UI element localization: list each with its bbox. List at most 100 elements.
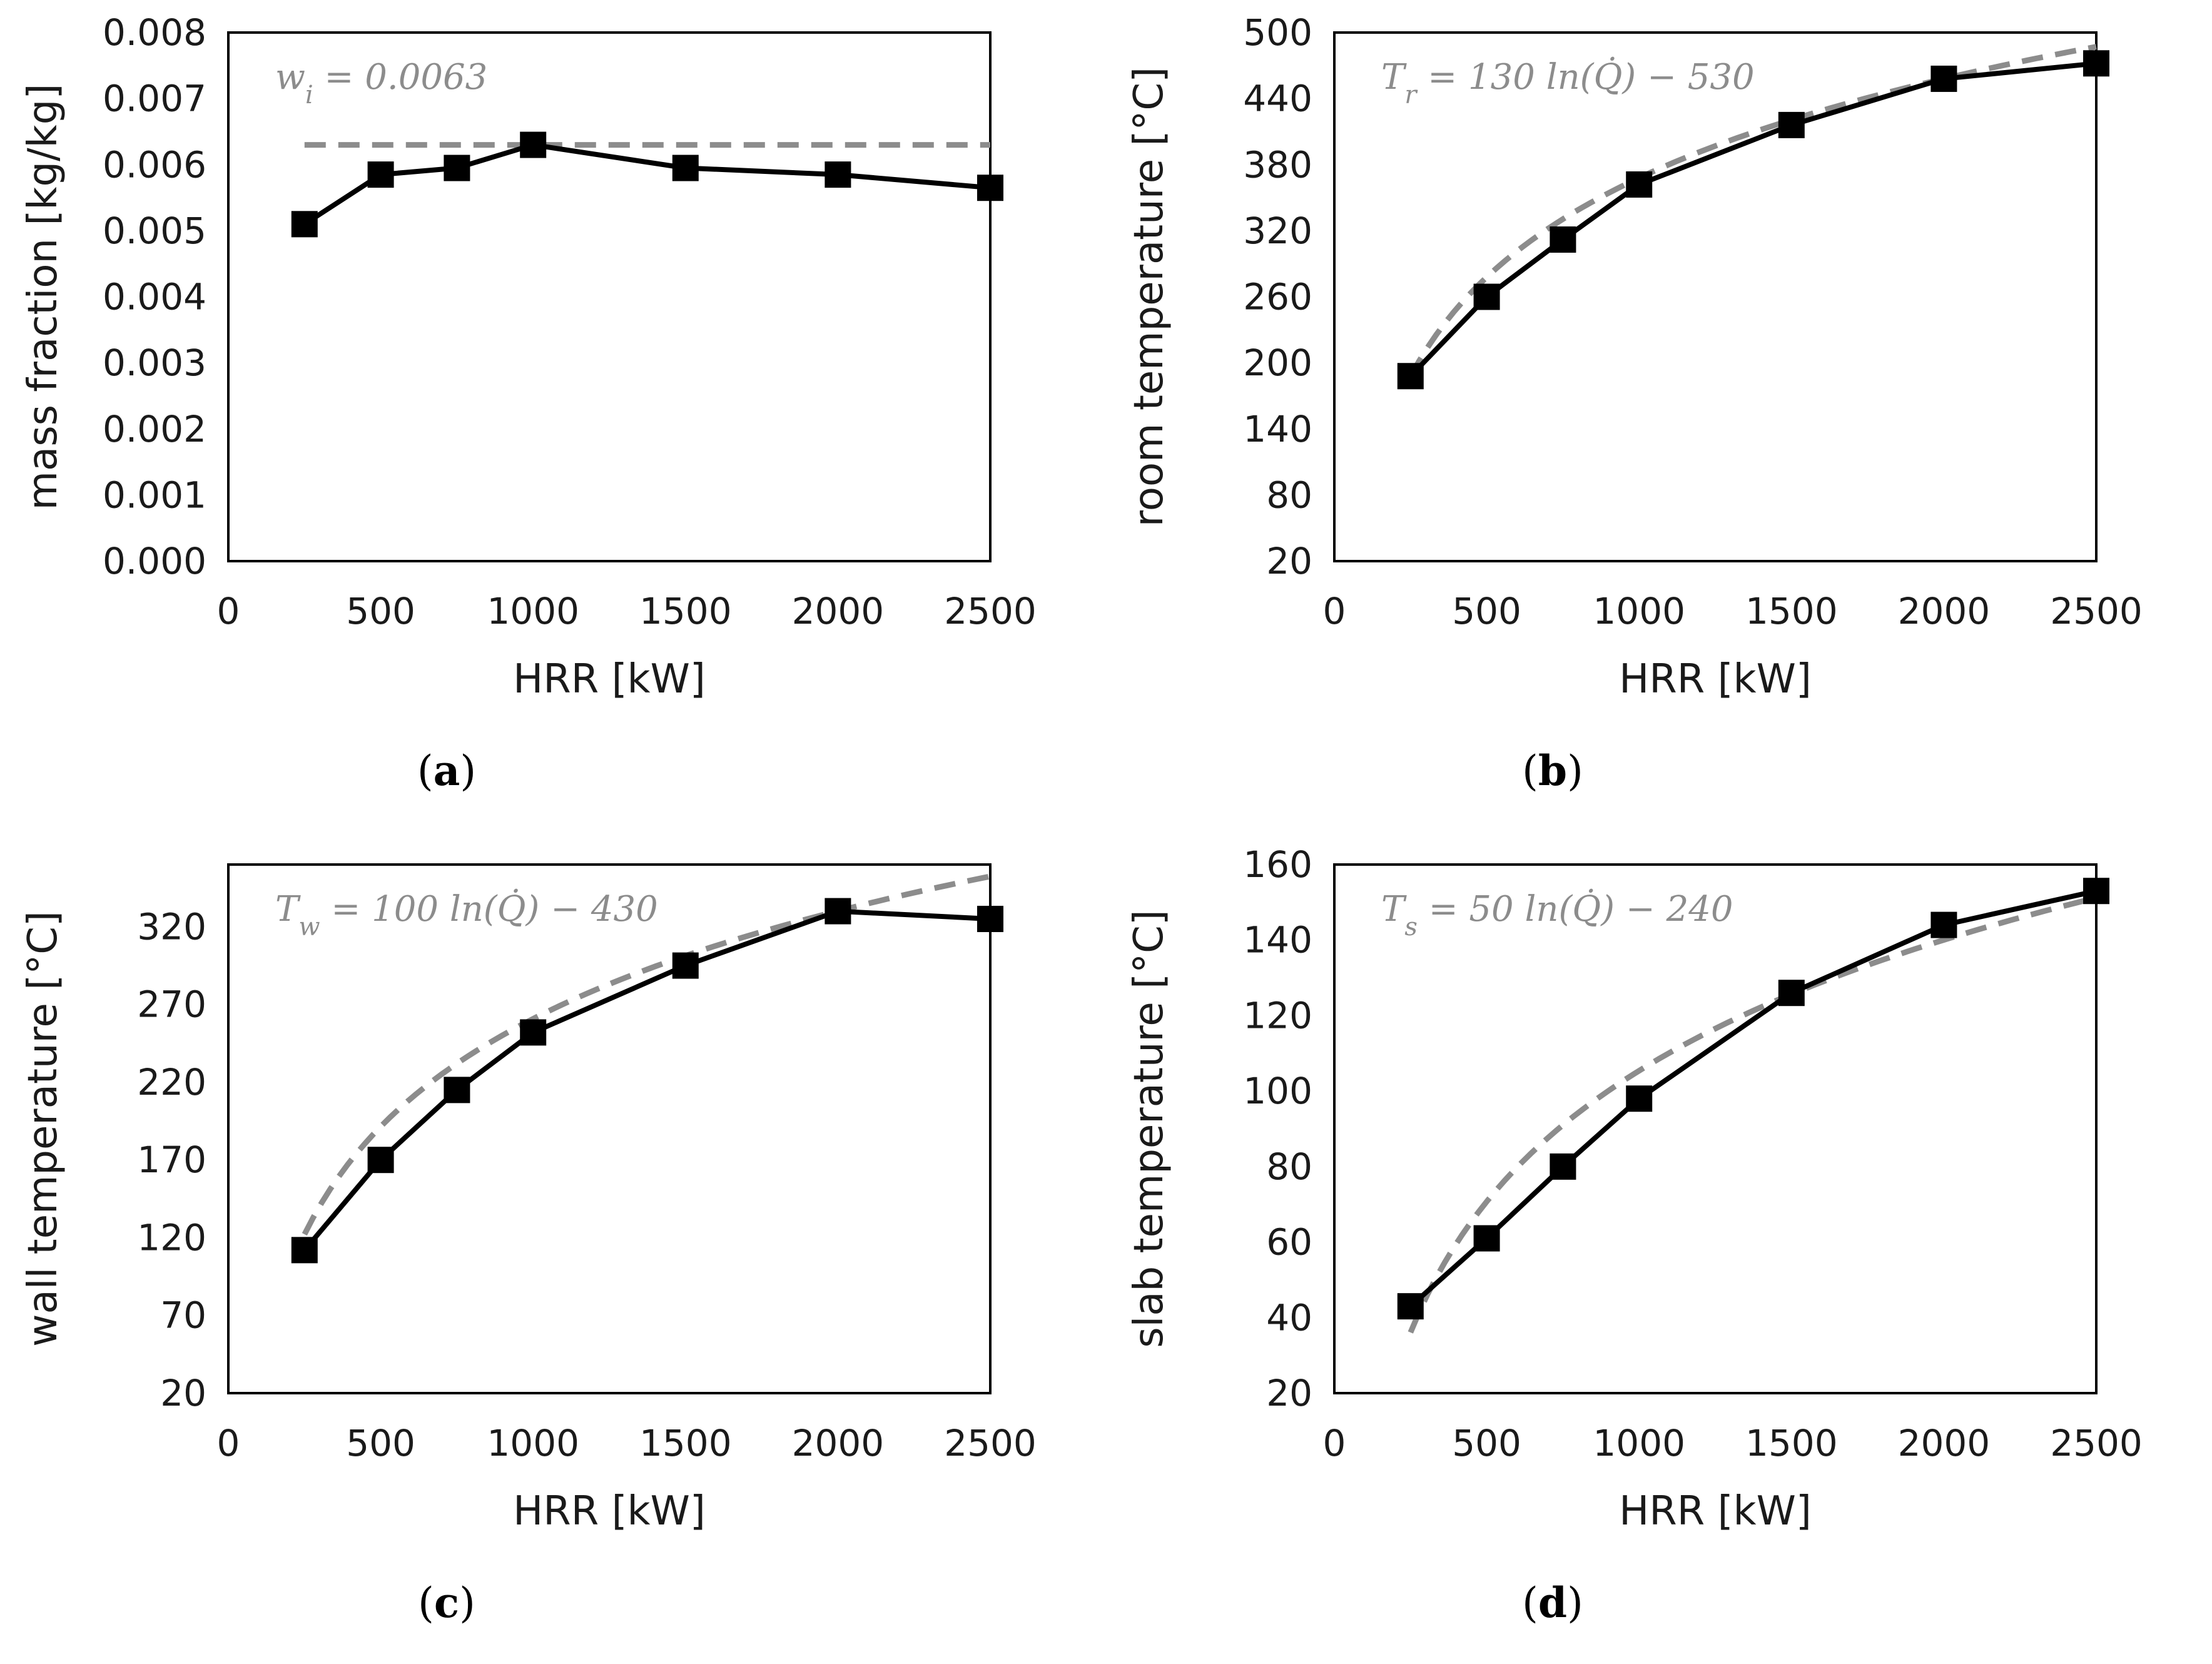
chart-svg-a: 0 500 1000 1500 2000 2500 0.000 0.001 0.002 0.003… [20, 11, 1037, 795]
y-tick-label: 140 [1243, 408, 1312, 450]
data-point-marker [291, 211, 318, 238]
data-point-marker [824, 898, 851, 925]
data-point-marker [672, 155, 699, 181]
panel-label: (b) [1522, 746, 1583, 795]
y-tick-label: 20 [160, 1372, 206, 1414]
data-point-marker [977, 905, 1003, 932]
y-tick-label: 80 [1266, 474, 1312, 516]
chart-svg-b: 0 500 1000 1500 2000 2500 20 80 140 200 260 320 380 4… [1126, 11, 2143, 795]
x-tick-label: 500 [1452, 590, 1521, 632]
fit-line [1408, 895, 2098, 1334]
x-tick-label: 2000 [1898, 1422, 1991, 1464]
plot-frame [227, 31, 992, 562]
plot-frame [1333, 863, 2098, 1394]
y-tick-label: 320 [1243, 210, 1312, 252]
data-point-marker [1550, 1153, 1576, 1180]
x-tick-label: 2500 [944, 1422, 1037, 1464]
x-tick-label: 1000 [1593, 590, 1685, 632]
y-axis-label: slab temperature [°C] [1126, 910, 1172, 1348]
data-line [1409, 888, 2097, 1309]
panel-label: (a) [417, 746, 476, 795]
y-tick-label: 100 [1243, 1070, 1312, 1112]
chart-svg-d: 0 500 1000 1500 2000 2500 20 40 60 80 100 120 140 160… [1126, 843, 2143, 1627]
y-tick-label: 0.000 [103, 540, 206, 582]
x-axis-label: HRR [kW] [1619, 656, 1812, 703]
fit-equation-label: wi = 0.0063 [275, 57, 487, 109]
x-tick-label: 1000 [1593, 1422, 1685, 1464]
y-tick-label: 220 [137, 1061, 206, 1103]
x-tick-label: 0 [1323, 590, 1346, 632]
y-tick-label: 0.004 [103, 276, 206, 318]
data-point-marker [824, 161, 851, 188]
data-point-marker [1550, 226, 1576, 253]
x-tick-label: 1500 [1745, 590, 1838, 632]
x-tick-label: 2000 [792, 1422, 885, 1464]
data-point-marker [1778, 111, 1805, 138]
panel-label: (d) [1522, 1578, 1583, 1627]
data-point-marker [1626, 171, 1653, 198]
x-tick-label: 500 [346, 590, 415, 632]
fit-equation-label: Tw = 100 ln(Q̇) − 430 [275, 888, 658, 941]
y-tick-label: 260 [1243, 276, 1312, 318]
data-point-marker [1778, 980, 1805, 1007]
y-tick-label: 60 [1266, 1221, 1312, 1264]
chart-panel-c: 0 500 1000 1500 2000 2500 20 70 120 170 220 270 320 H… [0, 832, 1106, 1664]
data-point-marker [291, 1237, 318, 1264]
y-axis-label: room temperature [°C] [1126, 67, 1172, 527]
y-tick-label: 320 [137, 905, 206, 948]
x-tick-label: 500 [1452, 1422, 1521, 1464]
y-tick-label: 160 [1243, 843, 1312, 886]
x-tick-label: 1500 [639, 590, 732, 632]
y-tick-label: 20 [1266, 1372, 1312, 1414]
y-tick-label: 140 [1243, 919, 1312, 961]
data-point-marker [520, 131, 547, 158]
x-tick-label: 1000 [487, 590, 579, 632]
data-point-marker [1397, 363, 1424, 390]
data-point-marker [444, 155, 470, 181]
y-tick-label: 0.006 [103, 143, 206, 186]
chart-panel-a: 0 500 1000 1500 2000 2500 0.000 0.001 0.002 0.003… [0, 0, 1106, 832]
data-point-marker [1626, 1085, 1653, 1112]
data-point-marker [672, 952, 699, 979]
plot-frame [227, 863, 992, 1394]
data-point-marker [520, 1019, 547, 1046]
y-tick-label: 0.005 [103, 210, 206, 252]
data-line [302, 908, 991, 1252]
fit-line [302, 873, 991, 1236]
data-point-marker [1473, 1225, 1500, 1252]
y-tick-label: 0.002 [103, 408, 206, 450]
panel-label: (c) [418, 1578, 475, 1627]
data-point-marker [367, 161, 394, 188]
x-tick-label: 1000 [487, 1422, 579, 1464]
chart-panel-b: 0 500 1000 1500 2000 2500 20 80 140 200 260 320 380 4… [1106, 0, 2212, 832]
y-tick-label: 270 [137, 983, 206, 1026]
data-point-marker [1397, 1293, 1424, 1320]
x-axis-label: HRR [kW] [513, 1488, 706, 1535]
y-tick-label: 80 [1266, 1145, 1312, 1188]
y-tick-label: 0.003 [103, 342, 206, 384]
data-line [1408, 61, 2097, 378]
plot-frame [1333, 31, 2098, 562]
fit-equation-label: Tr = 130 ln(Q̇) − 530 [1381, 56, 1755, 109]
y-tick-label: 70 [160, 1294, 206, 1337]
x-tick-label: 500 [346, 1422, 415, 1464]
x-axis-label: HRR [kW] [513, 656, 706, 703]
y-tick-label: 40 [1266, 1296, 1312, 1339]
x-tick-label: 0 [217, 590, 240, 632]
fit-equation-label: Ts = 50 ln(Q̇) − 240 [1381, 888, 1733, 941]
x-tick-label: 0 [217, 1422, 240, 1464]
x-tick-label: 1500 [639, 1422, 732, 1464]
data-point-marker [367, 1147, 394, 1174]
data-point-marker [1930, 65, 1957, 92]
y-tick-label: 170 [137, 1139, 206, 1181]
y-tick-label: 500 [1243, 11, 1312, 54]
data-point-marker [444, 1077, 470, 1103]
data-point-marker [977, 175, 1003, 201]
x-tick-label: 2500 [2050, 1422, 2143, 1464]
y-axis-label: wall temperature [°C] [20, 911, 66, 1347]
x-tick-label: 2000 [1898, 590, 1991, 632]
data-point-marker [2083, 878, 2109, 905]
x-tick-label: 2000 [792, 590, 885, 632]
y-tick-label: 20 [1266, 540, 1312, 582]
y-tick-label: 380 [1243, 143, 1312, 186]
